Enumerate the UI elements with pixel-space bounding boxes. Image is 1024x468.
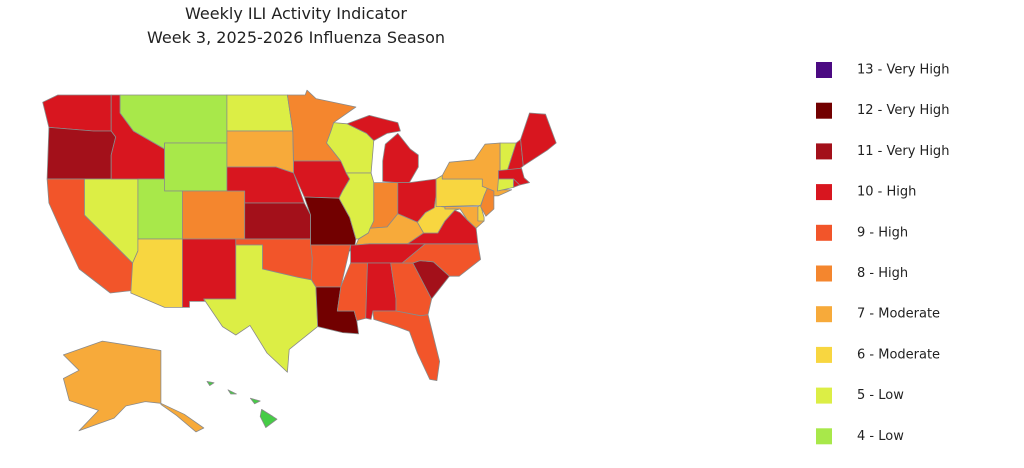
legend-swatch [816, 224, 832, 241]
legend-swatch [816, 265, 832, 282]
legend-label: 9 - High [857, 225, 908, 240]
legend-label: 8 - High [857, 266, 908, 281]
state [338, 172, 375, 240]
state [182, 190, 246, 240]
state [336, 262, 368, 321]
state [513, 178, 521, 188]
state [63, 340, 205, 433]
legend-label: 10 - High [857, 185, 916, 200]
state [42, 94, 112, 132]
state [182, 238, 237, 308]
state [497, 178, 514, 192]
legend-swatch [816, 184, 832, 201]
state [372, 310, 440, 381]
legend-swatch [816, 428, 832, 445]
state [46, 127, 117, 180]
legend-label: 5 - Low [857, 388, 904, 403]
state [130, 238, 183, 308]
legend-swatch [816, 62, 832, 78]
state [206, 381, 278, 428]
legend-swatch [816, 346, 832, 363]
state [520, 112, 557, 167]
legend-label: 4 - Low [857, 429, 904, 444]
state [164, 142, 228, 192]
legend-swatch [816, 143, 832, 160]
legend-label: 6 - Moderate [857, 347, 940, 362]
legend-label: 11 - Very High [857, 144, 949, 159]
legend-label: 7 - Moderate [857, 307, 940, 322]
legend-label: 12 - Very High [857, 103, 949, 118]
legend-swatch [816, 387, 832, 404]
legend-swatch [816, 102, 832, 119]
us-map [42, 89, 557, 433]
state [226, 94, 294, 132]
state [244, 202, 311, 240]
legend-swatch [816, 306, 832, 323]
legend-label: 13 - Very High [857, 63, 949, 78]
subtitle: Week 3, 2025-2026 Influenza Season [147, 28, 445, 47]
state [203, 244, 319, 373]
state [293, 160, 351, 199]
title: Weekly ILI Activity Indicator [185, 4, 407, 23]
legend: 13 - Very High 12 - Very High 11 - Very Hi… [816, 62, 949, 445]
state [435, 175, 489, 207]
